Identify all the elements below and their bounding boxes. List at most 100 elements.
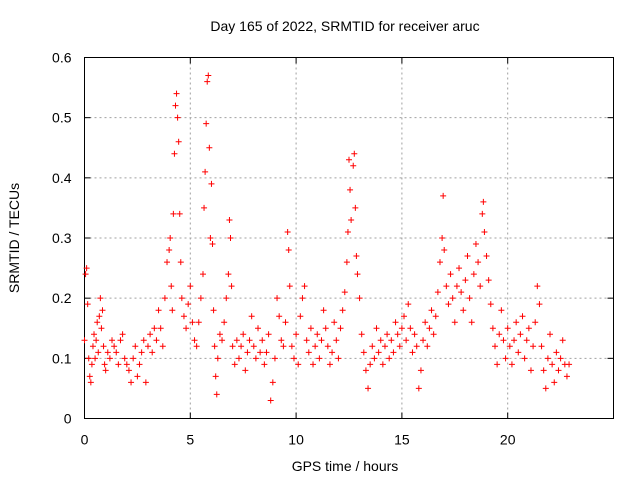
data-point (183, 325, 190, 332)
data-point (318, 337, 325, 344)
data-point (265, 331, 272, 338)
data-point (555, 367, 562, 374)
data-point (388, 337, 395, 344)
data-point (440, 192, 447, 199)
data-point (191, 337, 198, 344)
data-point (82, 271, 89, 278)
data-point (250, 343, 257, 350)
data-point (553, 349, 560, 356)
data-point (341, 289, 348, 296)
data-point (207, 235, 214, 241)
data-point (534, 283, 541, 290)
data-point (523, 337, 530, 344)
data-point (375, 349, 382, 356)
data-point (213, 391, 220, 398)
data-point (119, 331, 126, 338)
data-point (151, 325, 158, 332)
data-point (204, 78, 211, 85)
data-point (221, 319, 228, 326)
data-point (498, 307, 505, 314)
data-point (219, 337, 226, 344)
data-point (356, 295, 363, 302)
data-point (102, 367, 109, 374)
data-point (314, 331, 321, 338)
data-point (563, 373, 570, 380)
data-point (228, 283, 235, 290)
data-point (504, 325, 511, 332)
data-point (109, 337, 116, 344)
data-point (113, 349, 120, 356)
data-point (299, 295, 306, 302)
data-point (96, 313, 103, 320)
data-point (472, 241, 479, 248)
data-point (489, 325, 496, 332)
data-point (255, 325, 262, 332)
data-point (195, 319, 202, 326)
data-point (203, 120, 210, 127)
data-point (88, 361, 95, 368)
data-point (337, 325, 344, 332)
data-point (92, 355, 99, 362)
data-point (373, 325, 380, 332)
data-point (506, 343, 513, 350)
data-point (305, 349, 312, 356)
data-point (93, 337, 100, 344)
data-point (331, 319, 338, 326)
data-point (293, 331, 300, 338)
data-point (210, 307, 217, 314)
data-point (540, 367, 547, 374)
data-point (278, 337, 285, 344)
data-point (159, 343, 166, 350)
data-point (339, 307, 346, 314)
data-point (211, 343, 218, 350)
data-point (511, 337, 518, 344)
data-point (97, 295, 104, 302)
data-point (134, 373, 141, 380)
data-point (392, 319, 399, 326)
data-point (81, 337, 88, 344)
data-point (485, 277, 492, 284)
data-point (284, 228, 291, 235)
axis-ticks: 0 0.1 0.2 0.3 0.4 0.5 0.6 0 5 10 15 20 (52, 50, 614, 448)
data-point (517, 331, 524, 338)
data-point (354, 271, 361, 278)
data-point (566, 361, 573, 368)
data-point (379, 361, 386, 368)
data-point (199, 271, 206, 278)
data-point (422, 319, 429, 326)
data-point (111, 343, 118, 350)
data-point (167, 235, 174, 241)
data-point (95, 349, 102, 356)
data-point (125, 367, 132, 374)
data-point (401, 313, 408, 320)
y-tick-label: 0.2 (52, 290, 72, 306)
data-point (348, 216, 355, 223)
x-tick-label: 20 (500, 432, 516, 448)
data-point (189, 319, 196, 326)
data-point (290, 355, 297, 362)
data-point (261, 361, 268, 368)
data-point (453, 283, 460, 290)
data-point (441, 247, 448, 254)
data-point (335, 355, 342, 362)
data-point (132, 343, 139, 350)
data-point (557, 355, 564, 362)
data-point (362, 367, 369, 374)
data-point (462, 277, 469, 284)
data-point (274, 295, 281, 302)
data-point (231, 361, 238, 368)
data-point (177, 259, 184, 266)
data-point (432, 313, 439, 320)
data-point (367, 361, 374, 368)
data-point (171, 150, 178, 157)
data-point (216, 331, 223, 338)
data-point (394, 331, 401, 338)
y-axis-label: SRMTID / TECUs (6, 183, 22, 293)
data-point (172, 102, 179, 109)
data-point (549, 361, 556, 368)
data-point (530, 343, 537, 350)
data-point (303, 337, 310, 344)
data-point (104, 349, 111, 356)
data-point (169, 307, 176, 314)
data-point (415, 385, 422, 392)
